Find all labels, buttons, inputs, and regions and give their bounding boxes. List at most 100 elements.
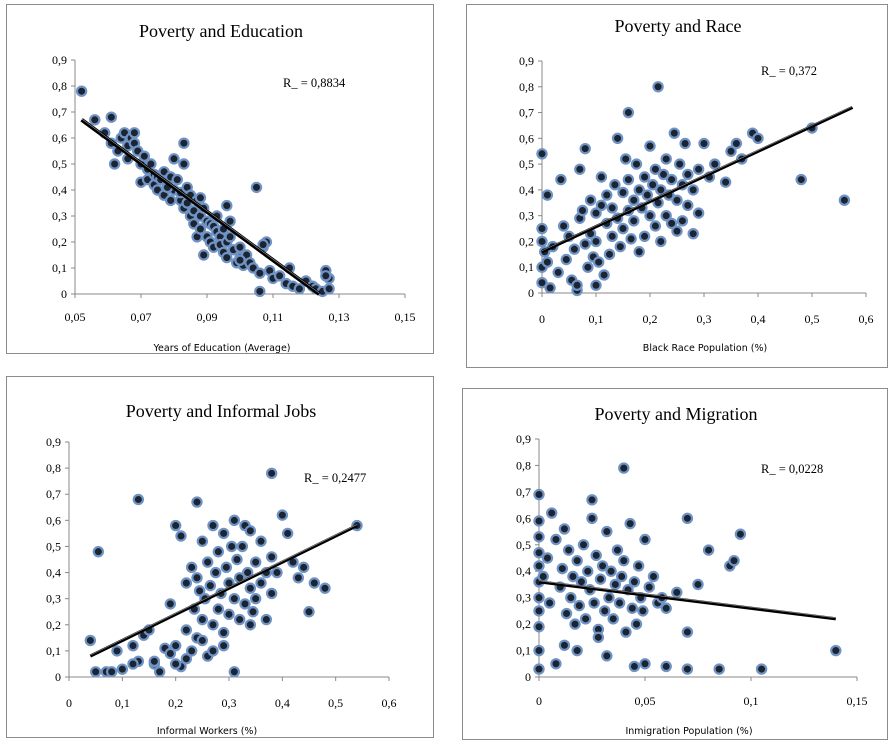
data-point xyxy=(609,578,622,591)
data-point xyxy=(221,199,233,212)
data-point xyxy=(533,605,545,617)
data-point xyxy=(297,561,310,574)
y-tick-label: 0,2 xyxy=(52,235,67,249)
data-point xyxy=(567,570,579,583)
data-point xyxy=(224,231,236,243)
x-axis-label: Black Race Population (%) xyxy=(643,343,767,354)
data-point xyxy=(234,254,246,266)
y-tick-label: 0,4 xyxy=(46,566,61,580)
data-point xyxy=(595,199,608,212)
y-tick-label: 0,1 xyxy=(46,644,61,658)
data-point xyxy=(221,251,233,264)
data-point xyxy=(687,228,699,240)
data-point xyxy=(541,552,554,564)
data-point xyxy=(565,591,577,604)
data-point xyxy=(671,225,683,237)
data-point xyxy=(617,222,629,235)
data-point xyxy=(169,519,182,532)
data-point xyxy=(682,199,694,212)
chart-title: Poverty and Migration xyxy=(595,404,758,424)
data-point xyxy=(265,587,278,600)
y-tick-label: 0,2 xyxy=(519,234,534,248)
data-point xyxy=(255,535,267,547)
data-point xyxy=(560,253,573,266)
data-point xyxy=(562,544,575,556)
x-tick-label: 0,11 xyxy=(263,310,284,324)
data-point xyxy=(541,189,554,201)
data-point xyxy=(92,545,105,558)
data-point xyxy=(620,626,632,638)
data-point xyxy=(702,544,715,556)
data-point xyxy=(128,127,141,139)
data-point xyxy=(220,561,233,574)
data-point xyxy=(671,194,683,206)
chart-title: Poverty and Informal Jobs xyxy=(126,401,316,421)
y-tick-label: 0,1 xyxy=(519,260,534,274)
chart-poverty-education: Poverty and Education 0 0,1 0,2 0,3 0,4 0,5 0,6… xyxy=(6,4,434,354)
y-tick-label: 0,5 xyxy=(46,539,61,553)
data-point xyxy=(546,507,558,519)
trend-line-highlight xyxy=(541,106,853,252)
data-point xyxy=(148,655,161,668)
data-point xyxy=(164,647,177,660)
y-tick-label: 0,8 xyxy=(52,79,67,93)
data-point xyxy=(185,561,198,574)
data-point xyxy=(673,158,686,170)
y-tick-label: 0,2 xyxy=(46,618,61,632)
data-point xyxy=(223,608,235,621)
y-tick-label: 0,5 xyxy=(519,157,534,171)
data-point xyxy=(668,127,680,139)
data-point xyxy=(265,467,278,480)
data-point xyxy=(228,592,241,605)
data-point xyxy=(709,158,721,170)
data-point xyxy=(533,644,545,657)
data-point xyxy=(217,626,230,639)
data-point xyxy=(217,527,230,540)
data-point xyxy=(255,577,267,589)
data-point xyxy=(646,179,659,191)
data-point xyxy=(624,517,636,530)
trend-line xyxy=(80,118,321,296)
data-point xyxy=(201,556,214,568)
data-point xyxy=(660,209,672,222)
data-point xyxy=(196,535,209,547)
chart-poverty-informal-jobs: Poverty and Informal Jobs 0 0,1 0,2 0,3 0,4 0,… xyxy=(6,376,434,738)
data-point xyxy=(579,238,591,250)
data-point xyxy=(633,184,645,196)
data-point xyxy=(603,591,615,604)
data-point xyxy=(557,220,570,232)
data-point xyxy=(647,570,660,583)
data-point xyxy=(665,173,678,186)
data-point xyxy=(231,553,243,566)
chart-title: Poverty and Race xyxy=(615,16,742,36)
data-point xyxy=(105,666,118,678)
data-point xyxy=(590,549,602,562)
data-point xyxy=(196,613,209,626)
data-point xyxy=(271,566,283,579)
data-point xyxy=(838,194,851,206)
y-tick-label: 0,3 xyxy=(519,209,534,223)
data-point xyxy=(207,645,219,657)
data-point xyxy=(204,579,217,592)
data-point xyxy=(613,597,626,609)
data-point xyxy=(175,530,187,542)
data-point xyxy=(209,566,222,579)
data-point xyxy=(537,570,549,583)
y-tick-label: 0,4 xyxy=(519,183,534,197)
x-tick-label: 0,2 xyxy=(168,696,183,710)
data-point xyxy=(698,137,710,150)
data-point xyxy=(671,586,683,599)
data-point xyxy=(533,621,545,633)
data-point xyxy=(569,618,581,630)
data-point xyxy=(575,576,588,588)
data-point xyxy=(197,249,210,261)
data-point xyxy=(606,230,618,242)
x-tick-label: 0,1 xyxy=(744,694,759,708)
data-point xyxy=(628,660,641,673)
y-tick-label: 0,2 xyxy=(516,617,531,631)
data-point xyxy=(212,603,225,615)
data-point xyxy=(224,215,236,227)
data-point xyxy=(611,132,624,145)
y-tick-label: 0,3 xyxy=(516,591,531,605)
data-point xyxy=(308,577,321,589)
